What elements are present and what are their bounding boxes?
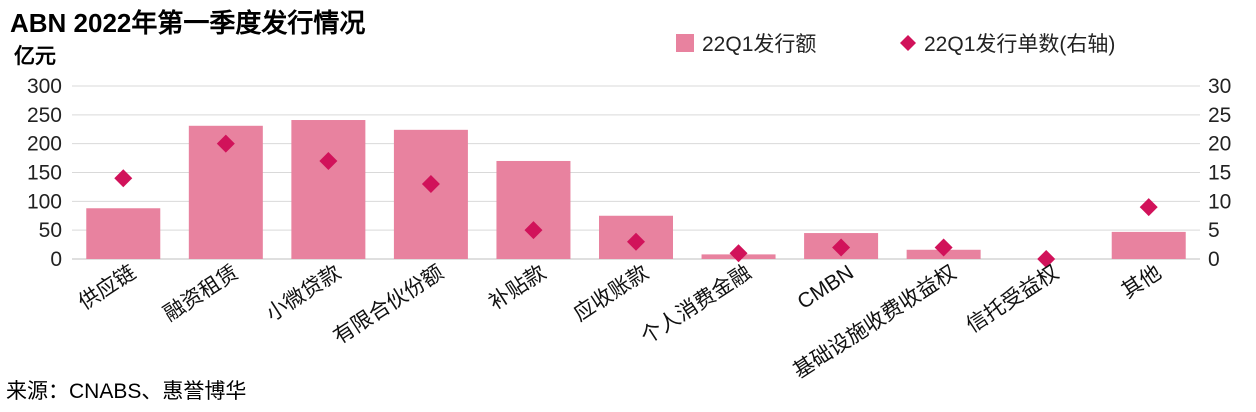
source-note: 来源：CNABS、惠誉博华	[6, 380, 247, 403]
category-label: 有限合伙份额	[329, 261, 447, 349]
category-label: 信托受益权	[962, 261, 1063, 337]
marker-point	[832, 238, 851, 257]
category-label: 个人消费金融	[637, 261, 755, 349]
marker-point	[934, 238, 953, 257]
left-tick-label: 200	[27, 133, 62, 156]
left-tick-label: 100	[27, 190, 62, 213]
right-y-axis: 0 5 10 15 20 25 30	[1208, 75, 1231, 271]
category-label: 应收账款	[570, 261, 653, 326]
bar	[496, 160, 571, 259]
bar	[393, 129, 468, 259]
left-tick-label: 300	[27, 75, 62, 98]
legend-marker-label: 22Q1发行单数(右轴)	[924, 33, 1115, 56]
right-tick-label: 20	[1208, 133, 1231, 156]
category-label: 融资租赁	[160, 261, 243, 326]
left-tick-label: 0	[50, 248, 62, 271]
chart-title: ABN 2022年第一季度发行情况	[10, 8, 366, 38]
category-label: 基础设施收费收益权	[789, 261, 960, 383]
category-label: 小微贷款	[262, 261, 345, 326]
category-label: CMBN	[793, 261, 857, 314]
right-tick-label: 30	[1208, 75, 1231, 98]
left-y-axis: 0 50 100 150 200 250 300	[27, 75, 62, 271]
right-tick-label: 0	[1208, 248, 1220, 271]
legend-marker-swatch	[900, 35, 916, 51]
right-tick-label: 15	[1208, 162, 1231, 185]
left-tick-label: 250	[27, 104, 62, 127]
bar-series	[86, 120, 1186, 259]
marker-point	[114, 169, 133, 188]
legend[interactable]: 22Q1发行额 22Q1发行单数(右轴)	[676, 33, 1115, 56]
legend-bar-label: 22Q1发行额	[702, 33, 816, 56]
category-label: 其他	[1118, 261, 1166, 303]
marker-point	[627, 232, 645, 251]
marker-point	[421, 175, 440, 194]
left-tick-label: 150	[27, 162, 62, 185]
marker-series	[114, 134, 1158, 268]
right-tick-label: 25	[1208, 104, 1231, 127]
right-tick-label: 10	[1208, 190, 1231, 213]
bar	[1111, 231, 1186, 259]
marker-point	[1037, 250, 1056, 268]
category-label: 供应链	[75, 261, 140, 315]
marker-point	[216, 134, 235, 153]
marker-point	[524, 221, 543, 240]
marker-point	[729, 244, 748, 263]
left-axis-unit: 亿元	[14, 45, 56, 68]
bar	[291, 120, 366, 259]
legend-bar-swatch	[676, 34, 694, 52]
bar	[86, 208, 161, 259]
left-tick-label: 50	[39, 219, 62, 242]
right-tick-label: 5	[1208, 219, 1220, 242]
category-label: 补贴款	[485, 261, 550, 315]
marker-point	[319, 151, 338, 170]
marker-point	[1139, 198, 1158, 217]
